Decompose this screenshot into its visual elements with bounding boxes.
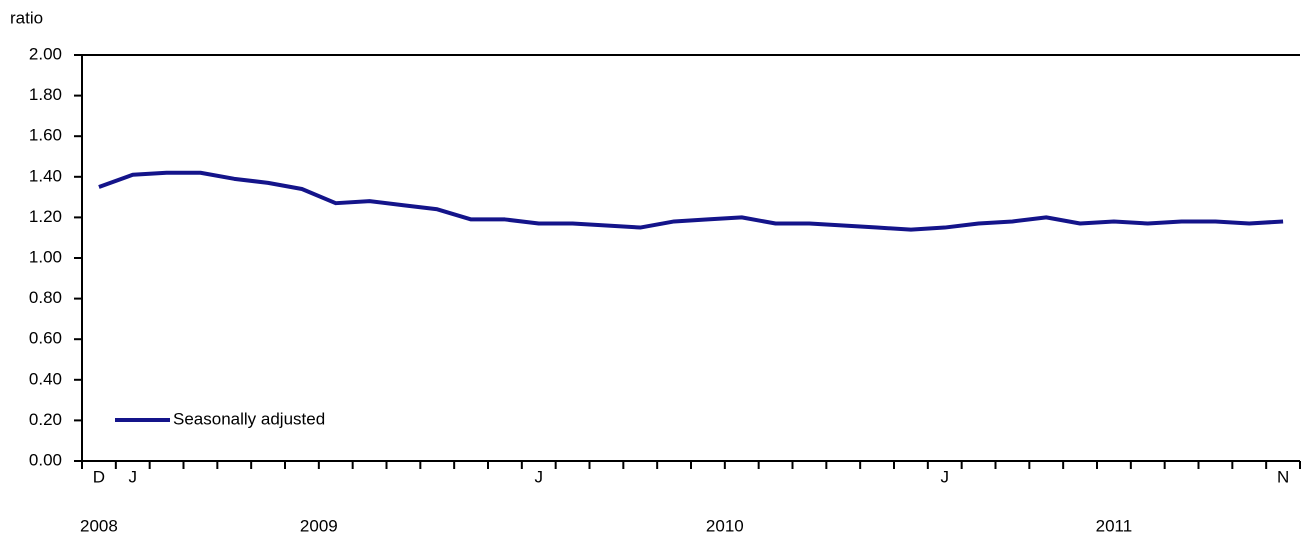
year-label: 2010 [706, 516, 744, 535]
x-tick-label: D [93, 467, 105, 486]
y-tick-label: 0.00 [29, 450, 62, 469]
year-label: 2008 [80, 516, 118, 535]
x-tick-label: J [941, 467, 950, 486]
y-tick-label: 0.60 [29, 329, 62, 348]
x-tick-label: J [129, 467, 138, 486]
x-tick-label: J [535, 467, 544, 486]
y-tick-label: 0.80 [29, 288, 62, 307]
year-label: 2011 [1096, 516, 1133, 535]
legend-label: Seasonally adjusted [173, 409, 325, 428]
y-tick-label: 0.40 [29, 369, 62, 388]
y-tick-label: 1.60 [29, 126, 62, 145]
y-tick-label: 0.20 [29, 410, 62, 429]
y-tick-label: 1.40 [29, 166, 62, 185]
year-label: 2009 [300, 516, 338, 535]
y-tick-label: 1.80 [29, 85, 62, 104]
x-tick-label: N [1277, 467, 1289, 486]
y-tick-label: 1.20 [29, 207, 62, 226]
y-tick-label: 2.00 [29, 44, 62, 63]
y-axis-label: ratio [10, 8, 43, 27]
line-series [98, 170, 1284, 232]
y-tick-label: 1.00 [29, 247, 62, 266]
